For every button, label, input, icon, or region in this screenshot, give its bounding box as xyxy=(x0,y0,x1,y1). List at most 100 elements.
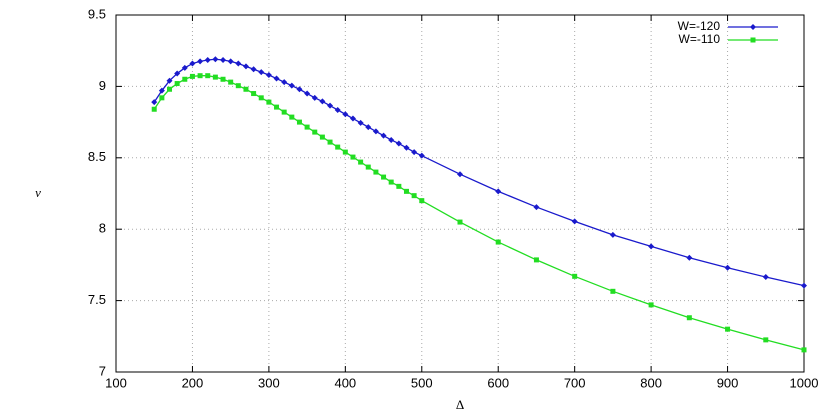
marker xyxy=(182,76,188,82)
x-tick-label: 100 xyxy=(105,375,127,390)
marker xyxy=(296,86,303,93)
marker xyxy=(686,254,693,261)
marker xyxy=(419,198,425,204)
series-line xyxy=(153,58,805,287)
marker xyxy=(571,218,578,225)
marker xyxy=(610,288,616,294)
marker xyxy=(319,98,326,105)
marker xyxy=(418,152,425,159)
marker xyxy=(457,219,463,225)
x-tick-label: 300 xyxy=(258,375,280,390)
marker xyxy=(495,188,502,195)
marker xyxy=(395,140,402,147)
marker xyxy=(724,264,731,271)
marker xyxy=(151,106,157,112)
marker xyxy=(189,73,195,79)
marker xyxy=(296,119,302,125)
marker xyxy=(228,79,234,85)
marker xyxy=(327,139,333,145)
marker xyxy=(288,82,295,89)
x-tick-label: 400 xyxy=(334,375,356,390)
marker xyxy=(212,74,218,80)
y-tick-label: 7.5 xyxy=(88,292,106,307)
marker xyxy=(762,274,769,281)
marker xyxy=(220,76,226,82)
marker xyxy=(258,69,265,76)
marker xyxy=(365,164,371,170)
marker xyxy=(312,129,318,135)
marker xyxy=(358,159,364,165)
legend-label: W=-110 xyxy=(679,32,721,46)
y-tick-label: 9 xyxy=(99,78,106,93)
marker xyxy=(197,58,204,65)
marker xyxy=(372,128,379,135)
marker xyxy=(258,95,264,101)
y-tick-label: 9.5 xyxy=(88,6,106,21)
marker xyxy=(311,94,318,101)
marker xyxy=(380,132,387,139)
marker xyxy=(572,273,578,279)
marker xyxy=(304,124,310,130)
marker xyxy=(289,114,295,120)
x-axis-label: Δ xyxy=(456,397,464,412)
x-tick-label: 200 xyxy=(182,375,204,390)
marker xyxy=(388,136,395,143)
marker xyxy=(235,83,241,89)
marker xyxy=(373,169,379,175)
x-tick-label: 700 xyxy=(564,375,586,390)
marker xyxy=(357,119,364,126)
marker xyxy=(411,193,417,199)
marker xyxy=(189,60,196,67)
y-tick-label: 8.5 xyxy=(88,149,106,164)
marker xyxy=(319,134,325,140)
x-tick-label: 900 xyxy=(717,375,739,390)
marker xyxy=(334,106,341,113)
marker xyxy=(388,179,394,185)
marker xyxy=(403,188,409,194)
marker xyxy=(686,315,692,321)
legend-label: W=-120 xyxy=(678,19,721,33)
marker xyxy=(281,79,288,86)
marker xyxy=(205,73,211,79)
marker xyxy=(273,75,280,82)
marker xyxy=(250,66,257,73)
marker xyxy=(151,99,158,106)
marker xyxy=(327,102,334,109)
marker xyxy=(801,282,807,289)
marker xyxy=(167,86,173,92)
x-tick-label: 1000 xyxy=(790,375,819,390)
marker xyxy=(159,95,165,101)
marker xyxy=(342,149,348,155)
marker xyxy=(801,347,807,353)
marker xyxy=(174,70,181,77)
marker xyxy=(381,174,387,180)
marker xyxy=(457,171,463,178)
marker xyxy=(281,109,287,115)
marker xyxy=(243,86,249,92)
marker xyxy=(350,154,356,160)
marker xyxy=(227,58,234,65)
marker xyxy=(181,64,188,71)
marker xyxy=(266,99,272,105)
marker xyxy=(648,302,654,308)
legend-marker xyxy=(750,24,756,30)
legend-marker xyxy=(750,37,756,43)
x-tick-label: 800 xyxy=(640,375,662,390)
marker xyxy=(174,81,180,87)
y-tick-label: 8 xyxy=(99,221,106,236)
marker xyxy=(235,60,242,67)
marker xyxy=(342,111,349,118)
plot-frame xyxy=(115,14,805,373)
marker xyxy=(158,87,165,94)
marker xyxy=(251,91,257,97)
marker xyxy=(166,77,173,84)
marker xyxy=(349,115,356,122)
x-tick-label: 500 xyxy=(411,375,433,390)
marker xyxy=(533,257,539,263)
marker xyxy=(212,56,219,63)
marker xyxy=(648,243,655,250)
series-line xyxy=(153,75,805,351)
marker xyxy=(403,144,410,151)
marker xyxy=(533,204,540,211)
